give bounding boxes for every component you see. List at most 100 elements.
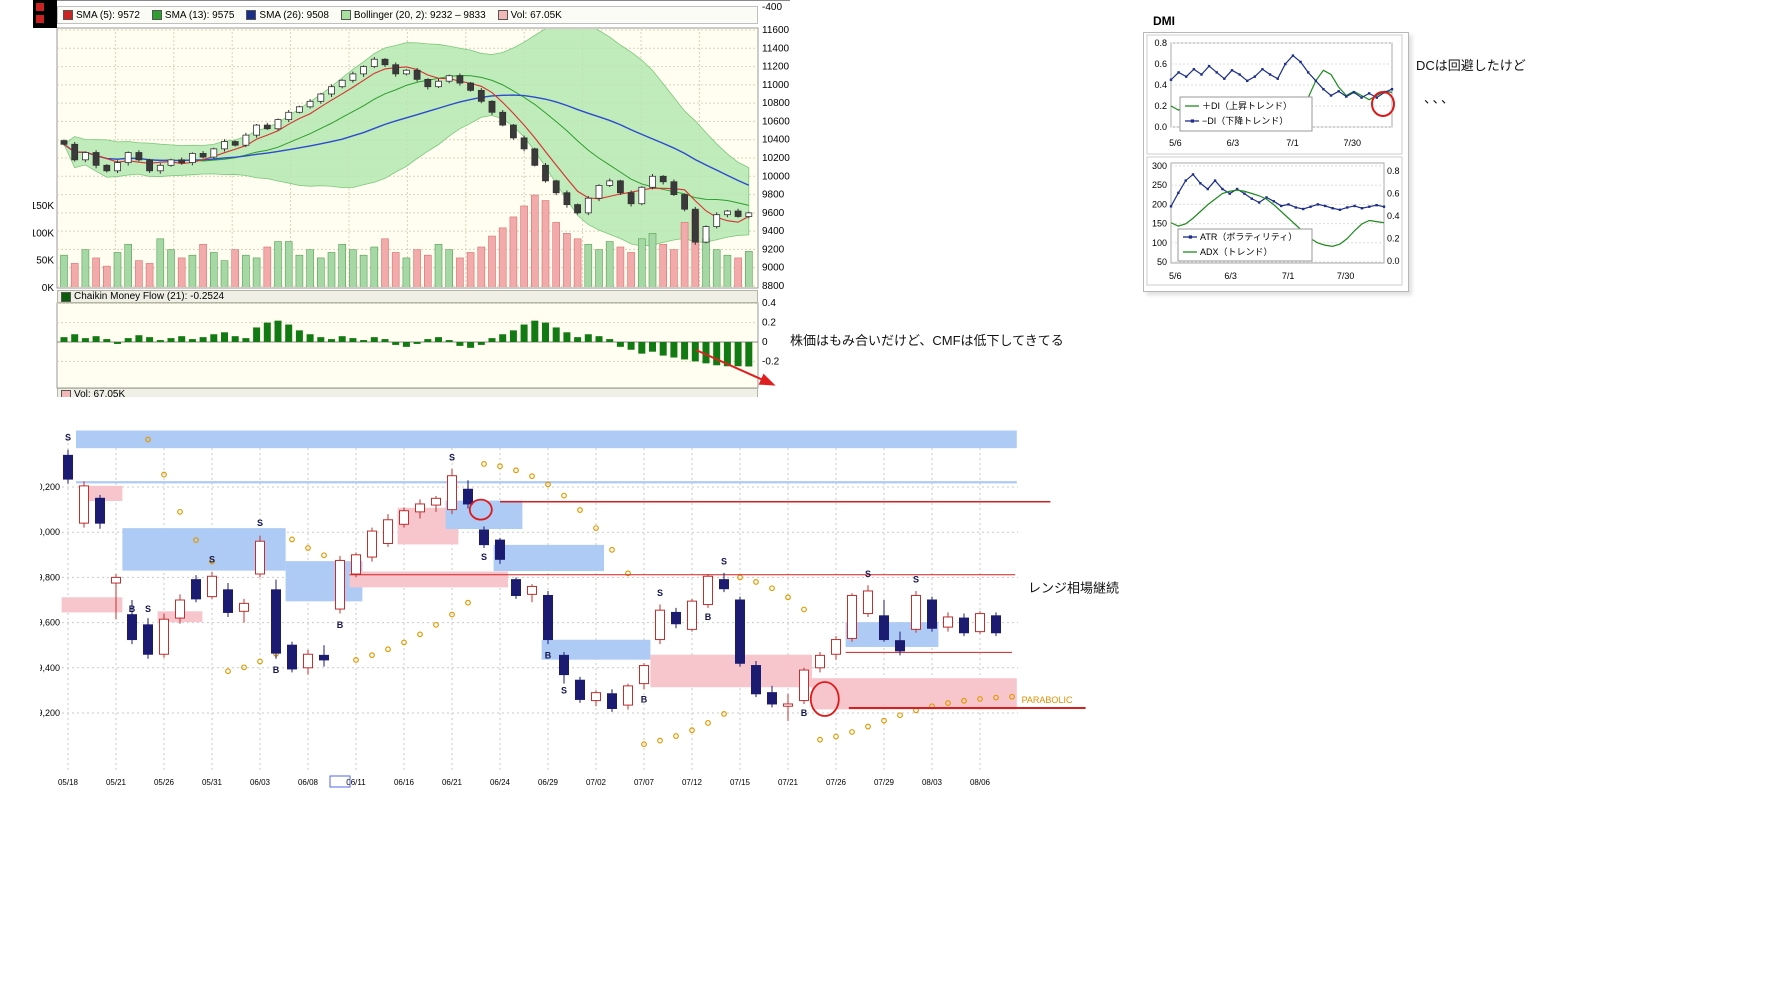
- svg-text:11600: 11600: [762, 25, 790, 36]
- svg-text:06/03: 06/03: [250, 778, 271, 787]
- svg-text:B: B: [545, 650, 552, 660]
- dmi-chart-canvas: 0.8 0.6 0.4 0.2 0.0 ＋DI（上昇トレンド） −DI（下降トレンド） 5/6…: [1146, 34, 1403, 286]
- svg-text:07/12: 07/12: [682, 778, 703, 787]
- svg-text:B: B: [129, 604, 136, 614]
- legend-label: SMA (13): 9575: [164, 9, 235, 21]
- svg-text:06/11: 06/11: [346, 778, 366, 787]
- volume-legend-chip: [61, 389, 71, 397]
- svg-text:11000: 11000: [762, 80, 790, 91]
- svg-text:07/07: 07/07: [634, 778, 655, 787]
- svg-text:07/02: 07/02: [586, 778, 607, 787]
- svg-text:7/1: 7/1: [1286, 138, 1299, 148]
- legend-color-chip: [151, 10, 162, 20]
- svg-text:-0.2: -0.2: [762, 356, 780, 367]
- svg-text:50: 50: [1157, 257, 1167, 267]
- cmf-annotation-text: 株価はもみ合いだけど、CMFは低下してきてる: [790, 333, 1064, 348]
- svg-text:9600: 9600: [762, 208, 785, 219]
- svg-text:05/26: 05/26: [154, 778, 175, 787]
- svg-text:0: 0: [762, 337, 768, 348]
- svg-text:S: S: [209, 554, 215, 564]
- svg-text:06/21: 06/21: [442, 778, 463, 787]
- svg-text:S: S: [257, 518, 263, 528]
- svg-text:0.2: 0.2: [1154, 101, 1167, 111]
- svg-text:10600: 10600: [762, 116, 790, 127]
- svg-text:05/18: 05/18: [58, 778, 79, 787]
- price-chart-legend: SMA (5): 9572 SMA (13): 9575 SMA (26): 950…: [57, 6, 758, 24]
- svg-text:06/29: 06/29: [538, 778, 559, 787]
- svg-text:S: S: [721, 557, 727, 567]
- svg-text:0.2: 0.2: [762, 318, 776, 329]
- svg-text:7/1: 7/1: [1282, 271, 1295, 281]
- price-chart-canvas: 11600 11400 11200 11000 10800 10600 10400 10200…: [33, 0, 790, 389]
- svg-text:9,800: 9,800: [40, 572, 60, 582]
- svg-text:9,200: 9,200: [40, 708, 60, 718]
- legend-color-chip: [63, 10, 73, 20]
- legend-item: SMA (26): 9508: [246, 10, 329, 21]
- svg-text:200: 200: [1152, 199, 1167, 209]
- dmi-chart-box: 0.8 0.6 0.4 0.2 0.0 ＋DI（上昇トレンド） −DI（下降トレンド） 5/6…: [1143, 32, 1409, 292]
- svg-text:9,600: 9,600: [40, 618, 60, 628]
- svg-text:S: S: [481, 552, 487, 562]
- svg-text:7/30: 7/30: [1337, 271, 1355, 281]
- svg-text:07/29: 07/29: [874, 778, 895, 787]
- volume-header-label: Vol: 67.05K: [74, 389, 126, 397]
- svg-text:ATR（ボラティリティ）: ATR（ボラティリティ）: [1200, 232, 1297, 242]
- legend-item: Bollinger (20, 2): 9232 – 9833: [340, 9, 486, 21]
- svg-text:B: B: [641, 694, 648, 704]
- svg-text:300: 300: [1152, 161, 1167, 171]
- legend-label: Bollinger (20, 2): 9232 – 9833: [353, 9, 486, 21]
- dmi-title: DMI: [1153, 14, 1175, 28]
- svg-text:05/21: 05/21: [106, 778, 127, 787]
- svg-text:08/03: 08/03: [922, 778, 943, 787]
- svg-text:06/08: 06/08: [298, 778, 319, 787]
- svg-text:PARABOLIC: PARABOLIC: [1022, 695, 1073, 705]
- svg-text:8800: 8800: [762, 281, 785, 292]
- svg-text:100K: 100K: [33, 228, 54, 239]
- svg-text:250: 250: [1152, 180, 1167, 190]
- svg-text:B: B: [273, 665, 280, 675]
- clipped-legend-corner: [33, 0, 57, 28]
- svg-text:9800: 9800: [762, 190, 785, 201]
- volume-panel-header: Vol: 67.05K: [57, 388, 758, 397]
- legend-item: SMA (5): 9572: [63, 10, 140, 21]
- range-chart-panel: 10,200 10,000 9,800 9,600 9,400 9,200 05/18 05/…: [32, 415, 1190, 815]
- svg-text:5/6: 5/6: [1169, 138, 1182, 148]
- legend-item: Vol: 67.05K: [497, 9, 562, 21]
- svg-text:S: S: [865, 569, 871, 579]
- svg-text:150K: 150K: [33, 201, 54, 212]
- svg-text:07/15: 07/15: [730, 778, 751, 787]
- svg-text:5/6: 5/6: [1169, 271, 1182, 281]
- svg-text:50K: 50K: [36, 256, 54, 267]
- svg-text:9000: 9000: [762, 263, 785, 274]
- svg-text:07/26: 07/26: [826, 778, 847, 787]
- cmf-header-label: Chaikin Money Flow (21): -0.2524: [74, 291, 225, 302]
- svg-text:レンジ相場継続: レンジ相場継続: [1028, 580, 1119, 595]
- svg-text:0.8: 0.8: [1154, 38, 1167, 48]
- svg-text:9400: 9400: [762, 226, 785, 237]
- svg-text:07/21: 07/21: [778, 778, 799, 787]
- svg-text:0.0: 0.0: [1387, 256, 1400, 266]
- svg-text:10400: 10400: [762, 135, 790, 146]
- svg-text:06/16: 06/16: [394, 778, 415, 787]
- svg-text:6/3: 6/3: [1224, 271, 1237, 281]
- svg-text:S: S: [449, 453, 455, 463]
- legend-color-chip: [246, 10, 257, 20]
- legend-color-chip: [340, 10, 351, 20]
- svg-text:10000: 10000: [762, 171, 790, 182]
- red-arrow-annotation: [695, 349, 776, 386]
- clipped-legend-chip: [36, 15, 44, 23]
- svg-text:B: B: [801, 708, 808, 718]
- svg-text:0.0: 0.0: [1154, 122, 1167, 132]
- range-chart-canvas: 10,200 10,000 9,800 9,600 9,400 9,200 05/18 05/…: [32, 430, 1119, 788]
- svg-text:7/30: 7/30: [1343, 138, 1361, 148]
- dmi-annotation-dots: 、、、: [1424, 91, 1457, 106]
- clipped-legend-chip: [36, 3, 44, 11]
- cmf-legend-chip: [61, 291, 71, 302]
- svg-text:S: S: [561, 685, 567, 695]
- svg-text:08/06: 08/06: [970, 778, 991, 787]
- svg-text:0.6: 0.6: [1387, 189, 1400, 199]
- legend-label: Vol: 67.05K: [510, 9, 562, 21]
- svg-text:9,400: 9,400: [40, 663, 60, 673]
- legend-color-chip: [497, 10, 508, 20]
- svg-text:6/3: 6/3: [1227, 138, 1240, 148]
